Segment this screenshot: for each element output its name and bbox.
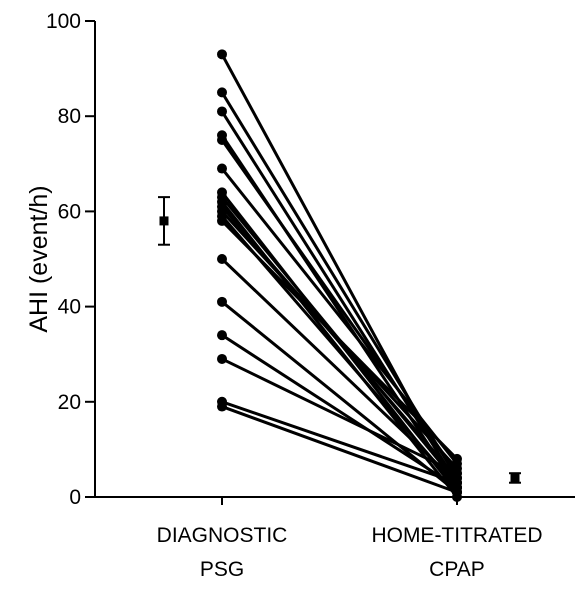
psg-point xyxy=(217,401,227,412)
paired-line xyxy=(221,357,458,475)
x-category-label: PSG xyxy=(200,558,244,581)
mean-marker xyxy=(510,473,520,483)
cpap-point xyxy=(452,453,462,464)
psg-point xyxy=(217,135,227,145)
paired-line xyxy=(221,400,458,485)
paired-line xyxy=(221,405,458,494)
paired-line xyxy=(220,219,459,460)
mean-marker xyxy=(159,216,169,226)
points-layer xyxy=(217,49,462,502)
paired-lines-layer xyxy=(220,53,459,498)
psg-point xyxy=(217,106,227,117)
axes-layer xyxy=(85,20,575,505)
psg-point xyxy=(217,49,227,60)
paired-line xyxy=(220,110,459,484)
psg-point xyxy=(217,87,227,98)
y-tick-label: 40 xyxy=(58,296,81,319)
x-category-label: CPAP xyxy=(429,558,485,581)
cpap-point xyxy=(452,468,462,479)
x-category-label: HOME-TITRATED xyxy=(371,524,542,547)
y-axis-title: AHI (event/h) xyxy=(25,185,53,332)
psg-point xyxy=(217,215,227,226)
psg-point xyxy=(217,330,227,341)
cpap-point xyxy=(452,487,462,498)
y-tick-label: 20 xyxy=(58,391,81,414)
psg-point xyxy=(217,296,227,307)
labels-layer: 0 20 40 60 80 100 DIAGNOSTIC PSG HOME-TITRATED CP… xyxy=(25,10,543,581)
psg-point xyxy=(217,163,227,174)
paired-line xyxy=(220,257,459,484)
psg-point xyxy=(217,254,227,264)
paired-line xyxy=(221,333,458,489)
cpap-point xyxy=(452,477,462,488)
y-tick-label: 80 xyxy=(58,105,81,128)
y-tick-label: 60 xyxy=(58,200,81,223)
y-tick-label: 100 xyxy=(46,10,81,33)
x-category-label: DIAGNOSTIC xyxy=(157,524,288,547)
psg-point xyxy=(217,353,227,364)
y-tick-label: 0 xyxy=(69,486,81,509)
paired-line xyxy=(220,167,459,465)
paired-line xyxy=(220,205,459,479)
summary-layer xyxy=(158,196,521,484)
